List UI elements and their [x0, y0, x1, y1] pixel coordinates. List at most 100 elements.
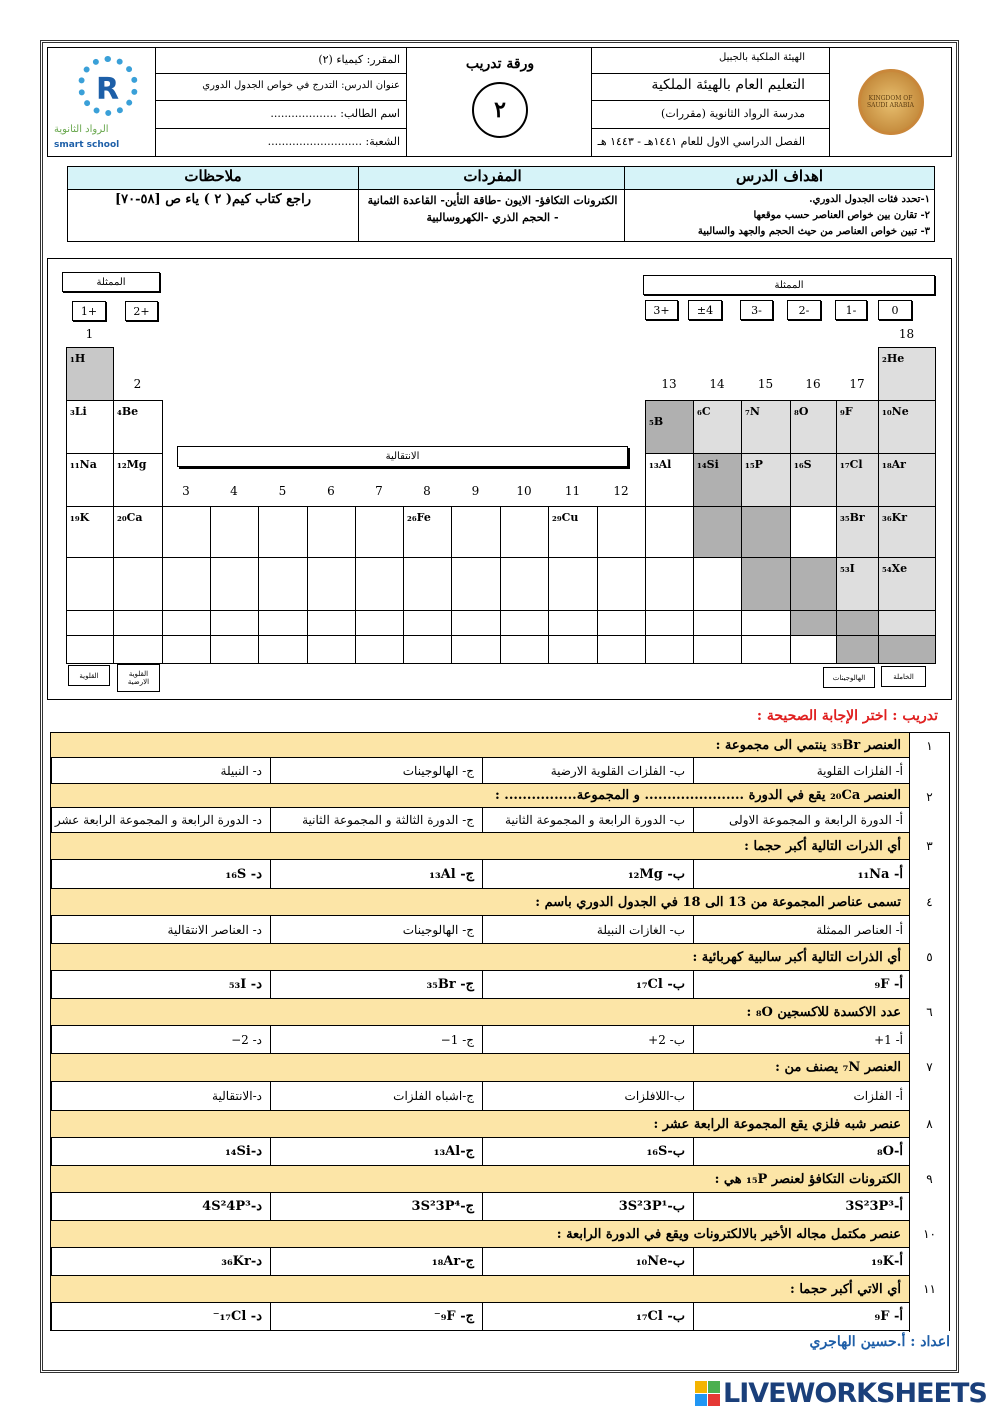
element-cell[interactable]: ₁₇Cl: [836, 453, 879, 507]
answer-option[interactable]: د- ₅₃I: [51, 971, 270, 998]
empty-cell[interactable]: [162, 635, 211, 664]
empty-cell[interactable]: [210, 557, 259, 611]
empty-cell[interactable]: [451, 610, 501, 636]
element-cell[interactable]: ₂He: [878, 347, 936, 401]
answer-option[interactable]: أ- الفلزات القلوية: [693, 758, 911, 783]
empty-cell[interactable]: [451, 557, 501, 611]
element-cell[interactable]: ₅₃I: [836, 557, 879, 611]
empty-cell[interactable]: [741, 635, 791, 664]
element-cell[interactable]: ₁₁Na: [66, 453, 114, 507]
empty-cell[interactable]: [741, 610, 791, 636]
empty-cell[interactable]: [597, 506, 646, 558]
empty-cell[interactable]: [878, 635, 936, 664]
empty-cell[interactable]: [790, 506, 837, 558]
answer-option[interactable]: ب- 2+: [482, 1026, 693, 1053]
family-label-box[interactable]: الهالوجينات: [823, 667, 875, 688]
answer-option[interactable]: ب- الدورة الرابعة و المجموعة الثانية: [482, 808, 693, 832]
empty-cell[interactable]: [548, 610, 598, 636]
charge-box[interactable]: +1: [72, 301, 106, 321]
empty-cell[interactable]: [790, 610, 837, 636]
empty-cell[interactable]: [162, 557, 211, 611]
empty-cell[interactable]: [210, 610, 259, 636]
empty-cell[interactable]: [597, 635, 646, 664]
empty-cell[interactable]: [451, 506, 501, 558]
element-cell[interactable]: ₁₂Mg: [113, 453, 163, 507]
family-label-box[interactable]: القلوية: [68, 665, 110, 686]
empty-cell[interactable]: [790, 557, 837, 611]
answer-option[interactable]: د- ₁₇Cl⁻: [51, 1303, 270, 1330]
answer-option[interactable]: أ- الفلزات: [693, 1082, 911, 1110]
element-cell[interactable]: ₉F: [836, 400, 879, 454]
empty-cell[interactable]: [162, 506, 211, 558]
empty-cell[interactable]: [645, 610, 694, 636]
answer-option[interactable]: ج- الهالوجينات: [270, 758, 482, 783]
family-label-box[interactable]: القلوية الارضية: [117, 664, 160, 692]
answer-option[interactable]: ج- ₃₅Br: [270, 971, 482, 998]
answer-option[interactable]: د-₁₄Si: [51, 1138, 270, 1165]
charge-box[interactable]: 0: [878, 300, 912, 320]
answer-option[interactable]: د- العناصر الانتقالية: [51, 916, 270, 943]
answer-option[interactable]: ب-اللافلزات: [482, 1082, 693, 1110]
empty-cell[interactable]: [210, 506, 259, 558]
element-cell[interactable]: ₆C: [693, 400, 742, 454]
answer-option[interactable]: د-4S²4P³: [51, 1193, 270, 1220]
empty-cell[interactable]: [878, 610, 936, 636]
empty-cell[interactable]: [693, 506, 742, 558]
element-cell[interactable]: ₃Li: [66, 400, 114, 454]
element-cell[interactable]: ₁₅P: [741, 453, 791, 507]
element-cell[interactable]: ₈O: [790, 400, 837, 454]
empty-cell[interactable]: [307, 610, 356, 636]
empty-cell[interactable]: [548, 557, 598, 611]
empty-cell[interactable]: [66, 610, 114, 636]
element-cell[interactable]: ₂₀Ca: [113, 506, 163, 558]
charge-box[interactable]: ±4: [688, 300, 722, 320]
empty-cell[interactable]: [66, 557, 114, 611]
empty-cell[interactable]: [500, 506, 549, 558]
answer-option[interactable]: د- النبيلة: [51, 758, 270, 783]
answer-option[interactable]: ب- ₁₂Mg: [482, 860, 693, 888]
empty-cell[interactable]: [500, 610, 549, 636]
empty-cell[interactable]: [258, 557, 308, 611]
answer-option[interactable]: ب-3S²3P¹: [482, 1193, 693, 1220]
answer-option[interactable]: ب- الفلزات القلوية الارضية: [482, 758, 693, 783]
answer-option[interactable]: ج-₁₃Al: [270, 1138, 482, 1165]
empty-cell[interactable]: [741, 506, 791, 558]
element-cell[interactable]: ₁₉K: [66, 506, 114, 558]
student-name-field[interactable]: اسم الطالب: ...................: [156, 101, 406, 129]
empty-cell[interactable]: [258, 506, 308, 558]
empty-cell[interactable]: [836, 610, 879, 636]
empty-cell[interactable]: [403, 635, 452, 664]
answer-option[interactable]: ب-₁₆S: [482, 1138, 693, 1165]
charge-box[interactable]: +3: [645, 300, 678, 320]
element-cell[interactable]: ₂₆Fe: [403, 506, 452, 558]
element-cell[interactable]: ₁₆S: [790, 453, 837, 507]
answer-option[interactable]: د-₃₆Kr: [51, 1248, 270, 1275]
answer-option[interactable]: د- الدورة الرابعة و المجموعة الرابعة عشر: [51, 808, 270, 832]
answer-option[interactable]: ج- ₉F⁻: [270, 1303, 482, 1330]
element-cell[interactable]: ₄Be: [113, 400, 163, 454]
answer-option[interactable]: ج- ₁₃Al: [270, 860, 482, 888]
empty-cell[interactable]: [500, 635, 549, 664]
section-field[interactable]: الشعبة: ...........................: [267, 135, 400, 148]
element-cell[interactable]: ₁₀Ne: [878, 400, 936, 454]
element-cell[interactable]: ₁H: [66, 347, 114, 401]
element-cell[interactable]: ₁₃Al: [645, 453, 694, 507]
empty-cell[interactable]: [693, 610, 742, 636]
empty-cell[interactable]: [548, 635, 598, 664]
empty-cell[interactable]: [307, 557, 356, 611]
answer-option[interactable]: ج-₁₈Ar: [270, 1248, 482, 1275]
empty-cell[interactable]: [597, 557, 646, 611]
empty-cell[interactable]: [355, 557, 404, 611]
element-cell[interactable]: ₇N: [741, 400, 791, 454]
charge-box[interactable]: +2: [125, 301, 158, 321]
answer-option[interactable]: أ- ₁₁Na: [693, 860, 911, 888]
answer-option[interactable]: ب- الغازات النبيلة: [482, 916, 693, 943]
empty-cell[interactable]: [307, 635, 356, 664]
empty-cell[interactable]: [645, 506, 694, 558]
empty-cell[interactable]: [113, 635, 163, 664]
charge-box[interactable]: -2: [787, 300, 821, 320]
empty-cell[interactable]: [66, 635, 114, 664]
empty-cell[interactable]: [355, 635, 404, 664]
empty-cell[interactable]: [355, 610, 404, 636]
answer-option[interactable]: د-الانتقالية: [51, 1082, 270, 1110]
